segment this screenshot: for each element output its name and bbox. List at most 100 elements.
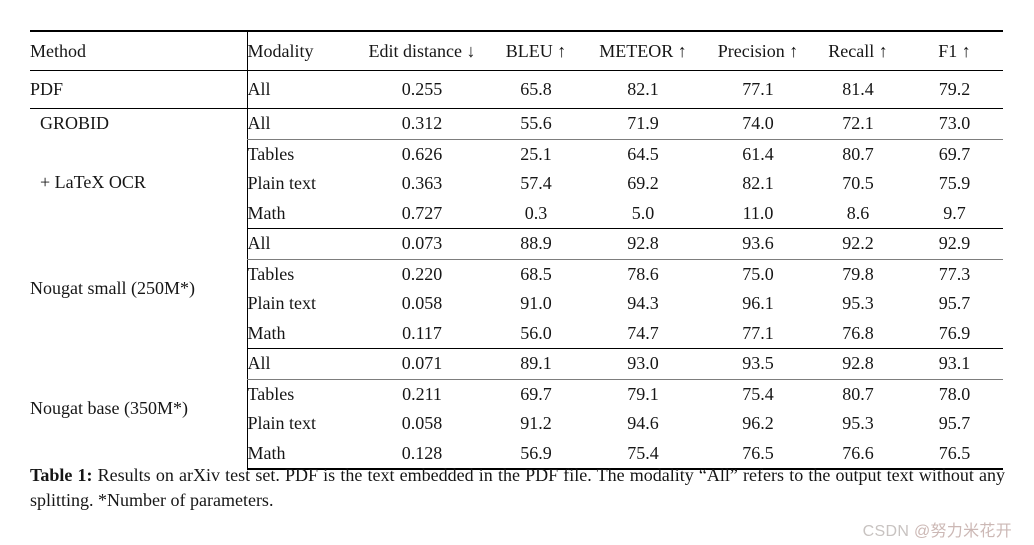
- metric-cell: 76.9: [906, 318, 1003, 349]
- method-cell-nougat-small: Nougat small (250M*): [30, 229, 247, 349]
- metric-cell: 94.6: [627, 413, 659, 434]
- metric-cell: 0.220: [401, 263, 443, 284]
- table-row-pdf: PDF All 0.255 65.8 82.1 77.1 81.4 79.2: [30, 70, 1003, 109]
- column-header-method: Method: [30, 30, 247, 71]
- metric-cell: 88.9: [492, 228, 580, 260]
- metric-cell-best: 89.1: [492, 348, 580, 380]
- metric-cell: 77.1: [706, 318, 810, 349]
- metric-cell: 75.9: [938, 173, 971, 194]
- metric-cell: 80.7: [842, 143, 874, 164]
- metric-cell: 25.1: [520, 143, 552, 164]
- metric-cell: 8.6: [810, 198, 906, 229]
- modality-cell: Plain text: [246, 409, 352, 439]
- method-cell: PDF: [30, 70, 247, 109]
- metric-cell: 68.5: [520, 263, 552, 284]
- method-label-grobid: GROBID: [40, 113, 110, 133]
- metric-cell: 78.0: [938, 383, 971, 404]
- metric-cell: 9.7: [906, 198, 1003, 229]
- metric-cell: 56.9: [492, 438, 580, 470]
- modality-cell: Math: [246, 318, 352, 349]
- modality-cell: All: [246, 70, 352, 109]
- metric-cell: 70.5: [842, 173, 874, 194]
- metric-cell: 91.2: [520, 413, 552, 434]
- metric-cell: 95.3: [842, 413, 874, 434]
- modality-cell: Math: [246, 438, 352, 470]
- table-row-nougat-small-math: Math 0.117 56.0 74.7 77.1 76.8 76.9: [30, 318, 1003, 349]
- metric-cell: 76.5: [706, 438, 810, 470]
- metric-cell: 0.626: [401, 143, 443, 164]
- metric-cell: 0.128: [352, 438, 492, 470]
- metric-cell: 92.2: [810, 228, 906, 260]
- metric-cell: 75.0: [742, 263, 774, 284]
- metric-cell: 76.6: [810, 438, 906, 470]
- table-row-grobid-tables: Tables 0.626 25.1 64.5 61.4 80.7 69.7: [30, 139, 1003, 169]
- results-table: Method Modality Edit distance ↓ BLEU ↑ M…: [30, 30, 1003, 470]
- watermark-author: @努力米花开: [913, 523, 1012, 540]
- csdn-watermark: CSDN @努力米花开: [863, 517, 1012, 541]
- metric-cell: 0.073: [352, 228, 492, 260]
- metric-cell: 64.5: [627, 143, 659, 164]
- column-header-modality: Modality: [246, 30, 352, 71]
- metric-cell: 77.3: [938, 263, 971, 284]
- metric-cell: 69.7: [938, 143, 971, 164]
- table-row-grobid-plain-text: Plain text 0.363 57.4 69.2 82.1 70.5 75.…: [30, 169, 1003, 199]
- method-cell-grobid: GROBID + LaTeX OCR: [30, 109, 247, 229]
- metric-cell: 79.2: [906, 70, 1003, 109]
- modality-cell: Tables: [246, 379, 352, 409]
- modality-cell: Plain text: [246, 289, 352, 319]
- metric-cell: 92.9: [906, 228, 1003, 260]
- metric-cell: 69.7: [520, 383, 552, 404]
- table-row-nougat-base-plain-text: Plain text 0.058 91.2 94.6 96.2 95.3 95.…: [30, 409, 1003, 439]
- metric-cell: 76.8: [810, 318, 906, 349]
- metric-cell: 96.2: [742, 413, 774, 434]
- metric-cell: 82.1: [742, 173, 774, 194]
- modality-cell: All: [246, 228, 352, 260]
- metric-cell-best: 93.0: [580, 348, 706, 380]
- table-row-nougat-base-tables: Tables 0.211 69.7 79.1 75.4 80.7 78.0: [30, 379, 1003, 409]
- method-cell-nougat-base: Nougat base (350M*): [30, 349, 247, 470]
- metric-cell: 0.727: [352, 198, 492, 229]
- metric-cell-best: 92.8: [810, 348, 906, 380]
- metric-cell: 82.1: [580, 70, 706, 109]
- metric-cell: 0.363: [401, 173, 443, 194]
- table-caption: Table 1: Results on arXiv test set. PDF …: [30, 463, 1005, 512]
- metric-cell: 73.0: [906, 108, 1003, 140]
- caption-label: Table 1:: [30, 465, 93, 485]
- metric-cell: 75.4: [580, 438, 706, 470]
- metric-cell: 78.6: [627, 263, 659, 284]
- metric-cell: 0.211: [402, 383, 442, 404]
- modality-cell: Plain text: [246, 169, 352, 199]
- metric-cell: 11.0: [706, 198, 810, 229]
- column-header-bleu: BLEU ↑: [492, 30, 580, 71]
- metric-cell: 72.1: [810, 108, 906, 140]
- table-row-nougat-base-math: Math 0.128 56.9 75.4 76.5 76.6 76.5: [30, 438, 1003, 470]
- metric-cell-best: 93.1: [906, 348, 1003, 380]
- metric-cell: 0.117: [352, 318, 492, 349]
- metric-cell: 95.3: [842, 293, 874, 314]
- metric-cell: 79.8: [842, 263, 874, 284]
- metric-cell: 71.9: [580, 108, 706, 140]
- metric-cell: 75.4: [742, 383, 774, 404]
- modality-cell: Math: [246, 198, 352, 229]
- modality-cell: All: [246, 348, 352, 380]
- caption-text: Results on arXiv test set. PDF is the te…: [30, 465, 1005, 510]
- watermark-site: CSDN: [862, 523, 914, 540]
- metric-cell: 0.255: [352, 70, 492, 109]
- metric-cell: 0.058: [401, 293, 443, 314]
- metric-cell: 0.058: [401, 413, 443, 434]
- table-row-grobid-all: GROBID + LaTeX OCR All 0.312 55.6 71.9 7…: [30, 108, 1003, 192]
- column-header-precision: Precision ↑: [706, 30, 810, 71]
- metric-cell: 0.312: [352, 108, 492, 140]
- column-header-f1: F1 ↑: [906, 30, 1003, 71]
- table-row-nougat-small-all: Nougat small (250M*) All 0.073 88.9 92.8…: [30, 228, 1003, 298]
- metric-cell: 93.5: [706, 348, 810, 380]
- metric-cell-best: 0.071: [352, 348, 492, 380]
- metric-cell: 61.4: [742, 143, 774, 164]
- table-header-row: Method Modality Edit distance ↓ BLEU ↑ M…: [30, 30, 1003, 71]
- metric-cell: 57.4: [520, 173, 552, 194]
- modality-cell: Tables: [246, 139, 352, 169]
- metric-cell: 77.1: [706, 70, 810, 109]
- metric-cell: 55.6: [492, 108, 580, 140]
- metric-cell: 94.3: [627, 293, 659, 314]
